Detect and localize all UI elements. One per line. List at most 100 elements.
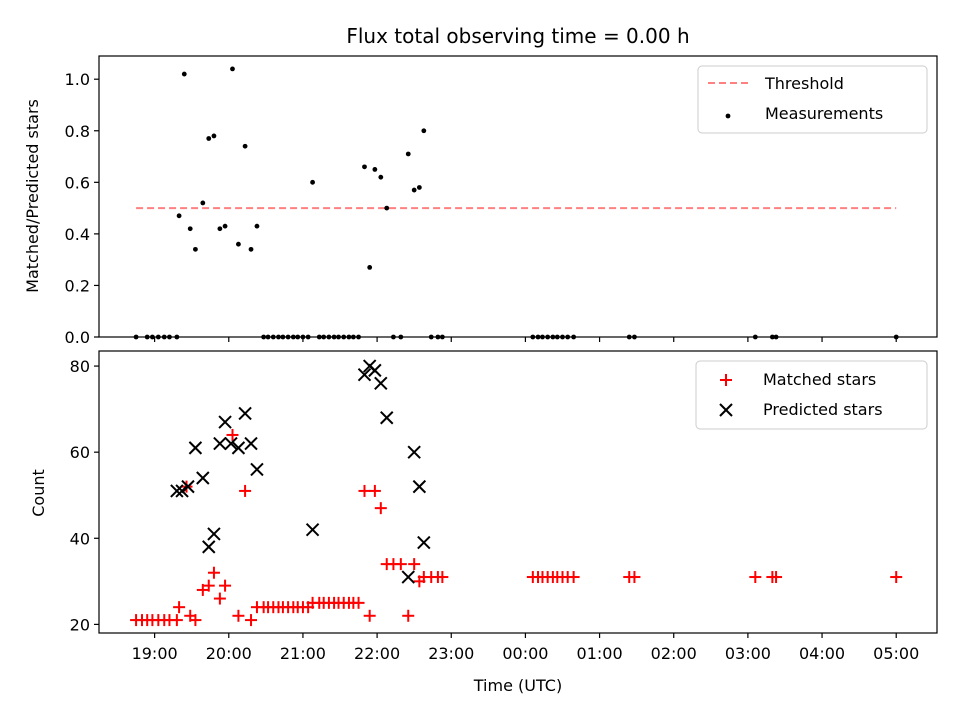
matched-star-point — [352, 596, 365, 609]
bottom-y-tick-label: 40 — [70, 529, 90, 548]
measurement-point — [405, 151, 411, 157]
top-y-tick-label: 0.6 — [65, 173, 90, 192]
predicted-legend-label: Predicted stars — [763, 400, 883, 419]
matched-star-point — [207, 566, 220, 579]
top-panel: 0.0 0.2 0.4 0.6 0.8 1.0 Matched/Predicted sta… — [23, 55, 938, 347]
matched-star-point — [890, 571, 903, 584]
matched-star-point — [213, 592, 226, 605]
top-y-tick-label: 0.0 — [65, 328, 90, 347]
matched-star-point — [770, 571, 783, 584]
predicted-star-point — [401, 570, 415, 584]
matched-legend-swatch — [720, 374, 732, 386]
measurement-point — [411, 187, 417, 193]
predicted-star-point — [196, 471, 210, 485]
measurement-point — [236, 241, 241, 247]
predicted-star-point — [170, 484, 184, 498]
predicted-star-point — [238, 406, 252, 421]
measurement-point — [416, 185, 422, 190]
measurement-point — [254, 223, 260, 229]
top-legend: Threshold Measurements — [697, 65, 928, 134]
matched-legend-label: Matched stars — [763, 370, 876, 389]
measurement-point — [217, 226, 223, 232]
predicted-star-point — [181, 479, 195, 494]
bottom-y-tick-label: 60 — [70, 443, 90, 462]
bottom-x-tick-label: 02:00 — [651, 644, 697, 663]
predicted-star-point — [305, 522, 320, 537]
bottom-x-tick-label: 21:00 — [280, 644, 326, 663]
matched-star-point — [173, 601, 186, 614]
matched-star-point — [402, 609, 415, 622]
bottom-x-tick-label: 05:00 — [873, 644, 919, 663]
predicted-star-point — [380, 411, 394, 425]
top-y-tick-label: 0.2 — [65, 276, 90, 295]
bottom-x-tick-label: 19:00 — [132, 644, 178, 663]
measurement-point — [248, 246, 254, 252]
threshold-legend-label: Threshold — [764, 74, 844, 93]
measurement-point — [421, 128, 427, 134]
bottom-y-tick-label: 20 — [70, 615, 90, 634]
predicted-star-point — [188, 441, 203, 455]
top-x-ticks — [154, 337, 897, 342]
measurement-point — [211, 133, 217, 139]
predicted-star-point — [417, 535, 431, 550]
top-y-tick-label: 0.4 — [65, 225, 90, 244]
top-y-tick-label: 1.0 — [65, 70, 90, 89]
matched-star-point — [567, 571, 580, 584]
predicted-star-point — [412, 479, 427, 494]
measurements-legend-swatch — [725, 113, 731, 119]
measurement-point — [206, 136, 212, 141]
measurement-point — [372, 167, 378, 172]
predicted-legend-swatch — [719, 403, 733, 417]
matched-star-point — [189, 614, 202, 627]
measurement-point — [181, 71, 187, 77]
bottom-y-axis-label: Count — [29, 469, 48, 517]
bottom-x-tick-label: 22:00 — [354, 644, 400, 663]
predicted-star-point — [250, 462, 264, 477]
bottom-y-tick-label: 80 — [70, 357, 90, 376]
top-y-ticks: 0.0 0.2 0.4 0.6 0.8 1.0 — [65, 70, 99, 347]
predicted-star-point — [368, 363, 382, 378]
measurement-point — [176, 213, 182, 219]
measurement-point — [367, 264, 373, 270]
matched-star-point — [226, 428, 239, 441]
matched-star-point — [374, 502, 387, 515]
matched-star-point — [232, 609, 245, 622]
measurements-legend-label: Measurements — [765, 104, 883, 123]
bottom-x-ticks: 19:00 20:00 21:00 22:00 23:00 00:00 01:00 02:00… — [132, 633, 919, 663]
measurement-point — [384, 205, 390, 211]
predicted-star-point — [357, 367, 372, 382]
bottom-x-tick-label: 23:00 — [428, 644, 474, 663]
matched-star-point — [219, 579, 232, 592]
matched-star-point — [245, 614, 258, 627]
predicted-star-point — [175, 484, 189, 498]
matched-star-point — [368, 484, 381, 497]
predicted-stars-series — [170, 359, 431, 584]
matched-star-point — [202, 579, 215, 592]
measurement-point — [242, 143, 248, 149]
matched-star-point — [170, 614, 183, 627]
matched-star-point — [749, 571, 762, 584]
matched-star-point — [239, 484, 252, 497]
matched-star-point — [408, 558, 421, 571]
matched-star-point — [436, 571, 449, 584]
predicted-star-point — [224, 436, 238, 451]
measurement-point — [378, 174, 384, 180]
predicted-star-point — [231, 441, 246, 455]
matched-star-point — [394, 558, 407, 571]
predicted-star-point — [374, 376, 388, 390]
bottom-panel: 20 40 60 80 19:00 20:00 21:00 22:00 23:00 00:00 0… — [29, 350, 938, 695]
bottom-x-tick-label: 03:00 — [725, 644, 771, 663]
bottom-axes-frame — [98, 350, 938, 634]
measurement-point — [200, 200, 206, 206]
measurement-point — [193, 246, 198, 252]
top-y-tick-label: 0.8 — [65, 122, 90, 141]
measurement-point — [187, 226, 193, 232]
top-y-axis-label: Matched/Predicted stars — [23, 99, 42, 293]
measurement-point — [310, 179, 315, 185]
bottom-legend-box — [695, 360, 928, 430]
predicted-star-point — [207, 527, 221, 541]
bottom-x-tick-label: 01:00 — [577, 644, 623, 663]
bottom-x-axis-label: Time (UTC) — [473, 676, 562, 695]
bottom-x-tick-label: 20:00 — [206, 644, 252, 663]
